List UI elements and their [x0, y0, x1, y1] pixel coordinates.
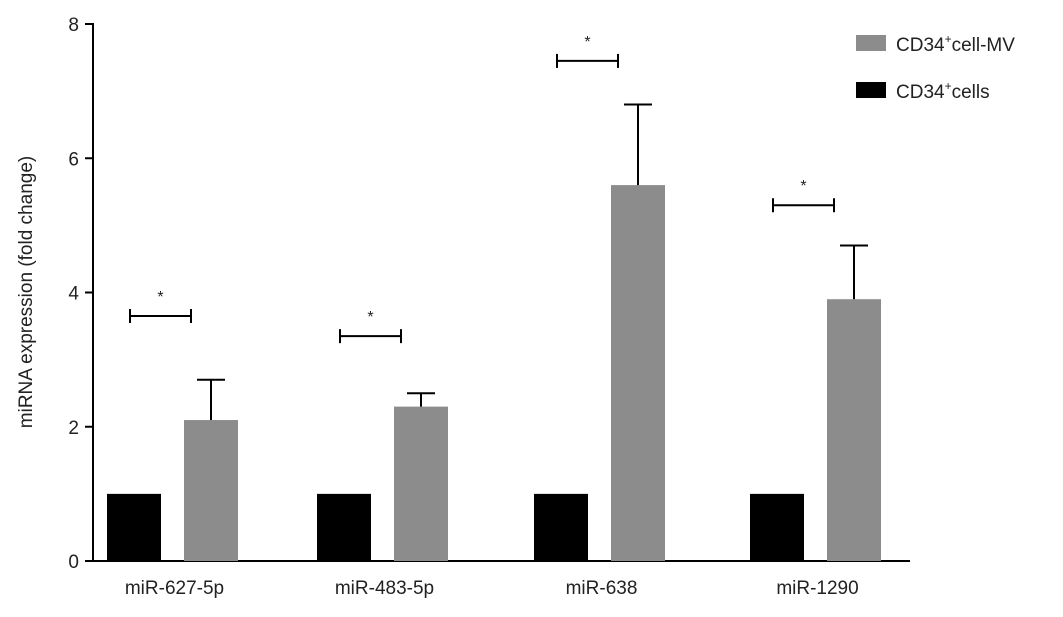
bar: [107, 493, 161, 561]
legend-label-rest: cell-MV: [952, 35, 1016, 56]
bar: [317, 493, 371, 561]
error-bars: [197, 103, 868, 421]
bar: [534, 493, 588, 561]
legend-label-rest: cells: [952, 82, 990, 103]
x-tick-label: miR-483-5p: [335, 578, 434, 599]
y-tick-label: 8: [68, 15, 79, 36]
bar: [394, 406, 448, 561]
bars: [107, 185, 881, 561]
legend-label-base: CD34: [896, 35, 945, 56]
y-tick-label: 4: [68, 284, 79, 305]
legend-label: CD34+cells: [896, 79, 990, 103]
y-tick-label: 0: [68, 552, 79, 573]
bar: [611, 185, 665, 561]
significance-star: *: [157, 289, 163, 306]
legend-label: CD34+cell-MV: [896, 32, 1015, 56]
bar: [184, 420, 238, 561]
significance-markers: * * * *: [129, 34, 835, 344]
x-tick-label: miR-627-5p: [125, 578, 224, 599]
bar: [750, 493, 804, 561]
significance-star: *: [800, 178, 806, 195]
legend-label-base: CD34: [896, 82, 945, 103]
bar: [827, 299, 881, 561]
y-axis-title: miRNA expression (fold change): [16, 156, 37, 428]
x-tick-label: miR-1290: [776, 578, 858, 599]
legend-swatch: [856, 35, 886, 51]
legend-label-superscript: +: [945, 32, 952, 46]
legend-label-superscript: +: [945, 79, 952, 93]
legend-swatch: [856, 82, 886, 98]
significance-star: *: [367, 309, 373, 326]
x-tick-label: miR-638: [566, 578, 638, 599]
significance-star: *: [584, 34, 590, 51]
y-tick-label: 2: [68, 418, 79, 439]
y-tick-label: 6: [68, 149, 79, 170]
